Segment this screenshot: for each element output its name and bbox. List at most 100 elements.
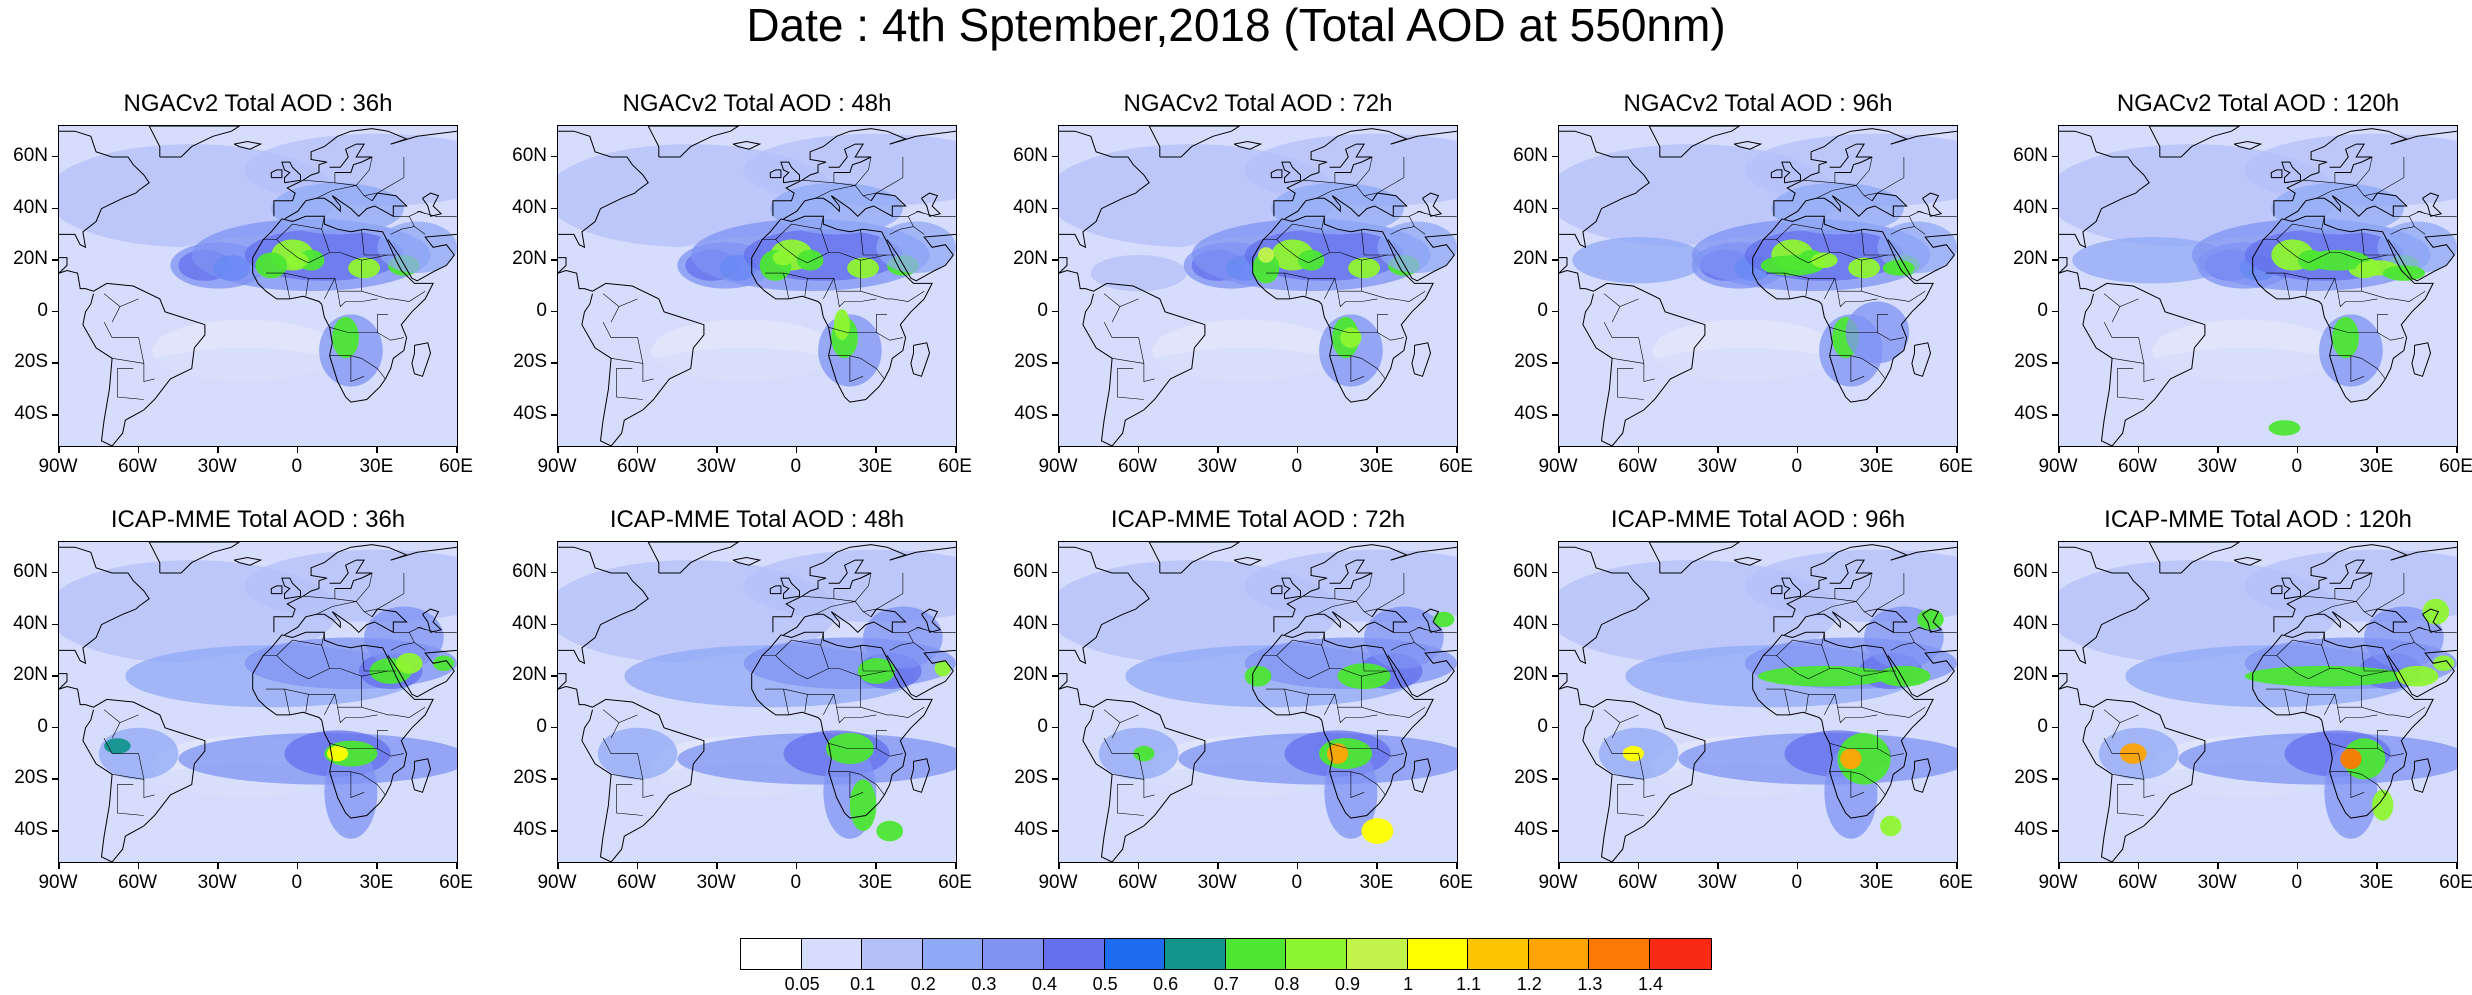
country-border [860,670,888,677]
x-tick [2217,863,2219,869]
coastline [1911,758,1932,793]
country-border [1276,223,1330,253]
x-tick-label: 60E [2439,872,2472,893]
aod-contour-blob [743,133,956,206]
aod-contour-blob [244,549,457,622]
x-tick [1296,863,1299,869]
x-tick-label: 0 [1791,872,1803,893]
coastline [2284,608,2408,636]
x-tick [2058,863,2060,869]
coastline [910,758,931,793]
x-tick [1796,863,1799,869]
coastline [921,192,942,217]
x-tick-label: 0 [790,872,802,893]
x-tick [955,863,957,869]
country-border [1864,157,1905,196]
coastline [82,282,206,446]
country-border [863,573,904,612]
map-panel: NGACv2 Total AOD : 120h 60N 40N 20N 0 20S 40S 9… [2013,90,2472,477]
coastline [1387,233,1457,282]
country-border [2276,223,2330,253]
coastline [422,608,443,633]
colorbar-swatch [1407,939,1469,969]
y-tick-label: 40S [513,403,547,425]
y-tick [551,310,557,313]
coastline [558,546,649,665]
country-border [2417,210,2457,217]
country-border [1364,573,1405,612]
coastline [1281,577,1301,600]
colorbar-label: 1.3 [1577,974,1603,994]
y-tick [551,155,557,158]
y-tick [2052,259,2058,261]
aod-contour-blob [876,221,956,274]
country-border [860,645,895,672]
y-tick-label: 60N [13,560,48,582]
y-tick [551,571,557,574]
x-tick [795,863,798,869]
coastline [59,673,68,690]
coastline [2059,269,2086,290]
colorbar-label: 0.8 [1274,974,1300,994]
coastline [2329,559,2373,589]
coastline [1273,128,1457,217]
country-border [1784,689,1791,715]
aod-contour-blob [1340,327,1362,348]
aod-contour-blob [1760,255,1825,276]
y-tick-label: 20N [1013,248,1048,270]
country-border [393,632,426,651]
y-tick [2052,675,2058,677]
x-tick [1058,863,1060,869]
y-tick-label: 40S [1014,403,1048,425]
y-tick-label: 40N [1513,612,1548,634]
coastline [1252,631,1434,819]
coastline [1059,130,1150,249]
country-border [2337,291,2378,308]
country-border [2361,254,2389,261]
x-tick-label: 30E [2359,456,2394,477]
country-border [2284,689,2291,715]
aod-contour-blob [1252,252,1280,284]
aod-map [1558,541,1958,863]
coastline [2148,542,2241,574]
country-border [1824,278,1836,300]
country-border [361,290,426,302]
y-tick [1552,675,1558,677]
country-border [762,655,861,708]
coastline [558,685,585,706]
country-border [1276,639,1330,669]
country-border [2377,748,2404,757]
colorbar-swatch [1225,939,1287,969]
x-tick-label: 60E [439,456,473,477]
country-border [263,239,362,292]
coastline [910,342,931,377]
x-tick [2376,863,2378,869]
country-border [2112,774,2155,798]
country-border [1617,784,1644,816]
country-border [860,254,888,261]
coastline [281,161,301,184]
country-border [1417,210,1457,217]
aod-contour-blob [2244,133,2457,206]
y-tick [1052,259,1058,261]
country-border [1821,216,1825,230]
country-border [828,771,885,796]
country-border [2364,573,2405,612]
y-tick [551,414,557,416]
country-border [2393,216,2426,235]
coastline [1270,169,1283,179]
colorbar-swatch [1649,939,1711,969]
x-tick [2296,863,2299,869]
y-tick [52,259,58,261]
panel-title: ICAP-MME Total AOD : 96h [1610,506,1906,533]
country-border [1263,239,1362,292]
country-border [2329,314,2388,333]
country-border [1103,293,1121,307]
x-tick [1296,447,1299,453]
y-tick [52,571,58,574]
country-border [1117,368,1144,400]
x-tick-label: 60W [2118,872,2158,893]
coastline [273,544,457,633]
x-tick [296,863,299,869]
y-tick [1552,778,1558,780]
